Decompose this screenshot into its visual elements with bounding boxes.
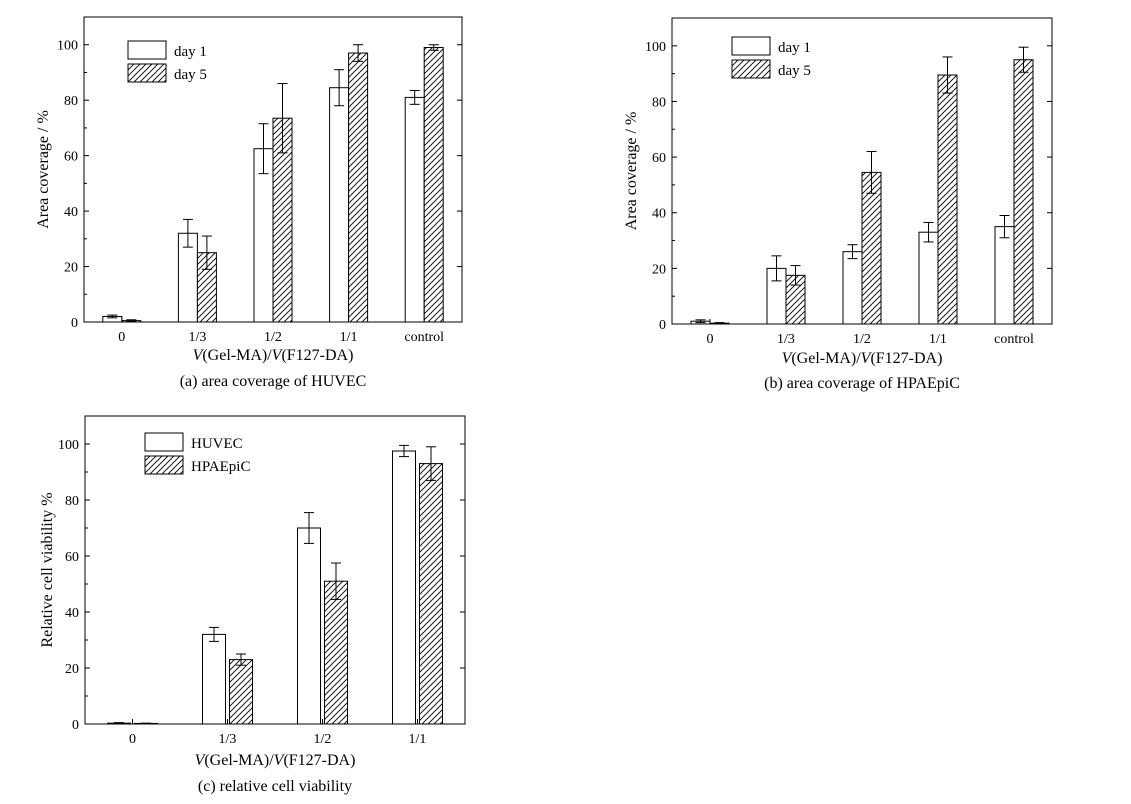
legend-swatch [144,432,184,452]
x-axis-title-part: V [193,347,205,364]
bar-series1 [297,527,321,725]
legend-label: day 5 [778,63,811,79]
plot-frame [84,415,466,725]
panel-caption: (b) area coverage of HPAEpiC [764,375,960,392]
bar-series1 [842,251,863,325]
y-tick-label: 80 [65,494,79,509]
bar-series2 [1013,59,1034,325]
x-tick-label: 1/2 [314,732,332,747]
y-axis-title: Area coverage / % [623,112,640,231]
bar-series1 [329,87,350,323]
panel-caption: (a) area coverage of HUVEC [180,373,367,390]
bar-series1 [253,148,274,323]
bar-series2 [937,74,958,325]
bar-series2 [229,659,253,725]
y-tick-label: 60 [64,150,78,165]
y-tick-label: 80 [64,94,78,109]
x-axis-title-part: V [272,347,284,364]
y-tick-label: 20 [652,262,666,277]
y-tick-label: 100 [58,438,79,453]
legend-label: day 5 [174,67,207,83]
bar-series1 [392,450,416,725]
bar-series1 [918,231,939,325]
x-tick-label: control [404,330,444,345]
bar-series1 [404,96,425,323]
x-tick-label: 1/2 [853,332,871,347]
x-tick-label: 1/1 [409,732,427,747]
legend-label: day 1 [778,40,811,56]
x-tick-label: 0 [707,332,714,347]
bar-series2 [324,580,348,725]
x-axis-title-part: V [274,752,286,769]
x-axis-title-part: (Gel-MA)/ [791,350,861,367]
bar-series1 [994,226,1015,325]
x-axis-title-part: (F127-DA) [281,347,353,364]
y-axis-title: Area coverage / % [35,110,52,229]
x-tick-label: 1/1 [929,332,947,347]
bar-series2 [348,52,369,323]
y-tick-label: 20 [64,261,78,276]
x-axis-title: V(Gel-MA)/V(F127-DA) [193,347,354,364]
legend-swatch [127,40,167,60]
x-axis-title-part: (F127-DA) [283,752,355,769]
legend-label: day 1 [174,44,207,60]
bar-series2 [423,47,444,323]
x-tick-label: 0 [129,732,136,747]
x-axis-title-part: V [861,350,873,367]
panel-caption: (c) relative cell viability [198,778,352,795]
y-axis-title: Relative cell viability % [39,492,56,647]
bar-series2 [419,463,443,725]
legend-swatch [144,455,184,475]
panel-c-relative-cell-viability: 0 20 40 60 80 100 0 1/3 1/2 1/1 HUVEC HPAEpiC Relati… [39,415,466,795]
x-axis-title-part: V [195,752,207,769]
x-axis-title-part: (Gel-MA)/ [202,347,272,364]
bar-series2 [861,171,882,325]
x-axis-title-part: (F127-DA) [870,350,942,367]
y-tick-label: 0 [71,316,78,331]
y-tick-label: 60 [65,550,79,565]
y-tick-label: 0 [659,318,666,333]
y-tick-label: 40 [65,606,79,621]
y-tick-label: 0 [72,718,79,733]
x-tick-label: 1/3 [219,732,237,747]
x-axis-title: V(Gel-MA)/V(F127-DA) [782,350,943,367]
y-tick-label: 60 [652,151,666,166]
x-axis-title-part: (Gel-MA)/ [204,752,274,769]
x-axis-title: V(Gel-MA)/V(F127-DA) [195,752,356,769]
x-tick-label: 1/2 [264,330,282,345]
y-tick-label: 40 [652,207,666,222]
x-tick-label: 0 [118,330,125,345]
y-tick-label: 100 [645,40,666,55]
x-tick-label: control [994,332,1034,347]
y-tick-label: 40 [64,205,78,220]
legend-swatch [731,36,771,56]
legend-swatch [731,59,771,79]
legend-label: HUVEC [191,436,243,452]
x-tick-label: 1/1 [340,330,358,345]
y-tick-label: 80 [652,95,666,110]
legend-swatch [127,63,167,83]
x-tick-label: 1/3 [777,332,795,347]
y-tick-label: 20 [65,662,79,677]
x-tick-label: 1/3 [188,330,206,345]
x-axis-title-part: V [782,350,794,367]
panel-a-huvec-area-coverage: 0 20 40 60 80 100 0 1/3 1/2 1/1 control day 1 day 5 A… [35,16,463,390]
legend-label: HPAEpiC [191,459,250,475]
panel-b-hpaepic-area-coverage: 0 20 40 60 80 100 0 1/3 1/2 1/1 control day 1 day 5 A… [623,17,1053,392]
bar-series1 [202,633,226,725]
y-tick-label: 100 [57,39,78,54]
